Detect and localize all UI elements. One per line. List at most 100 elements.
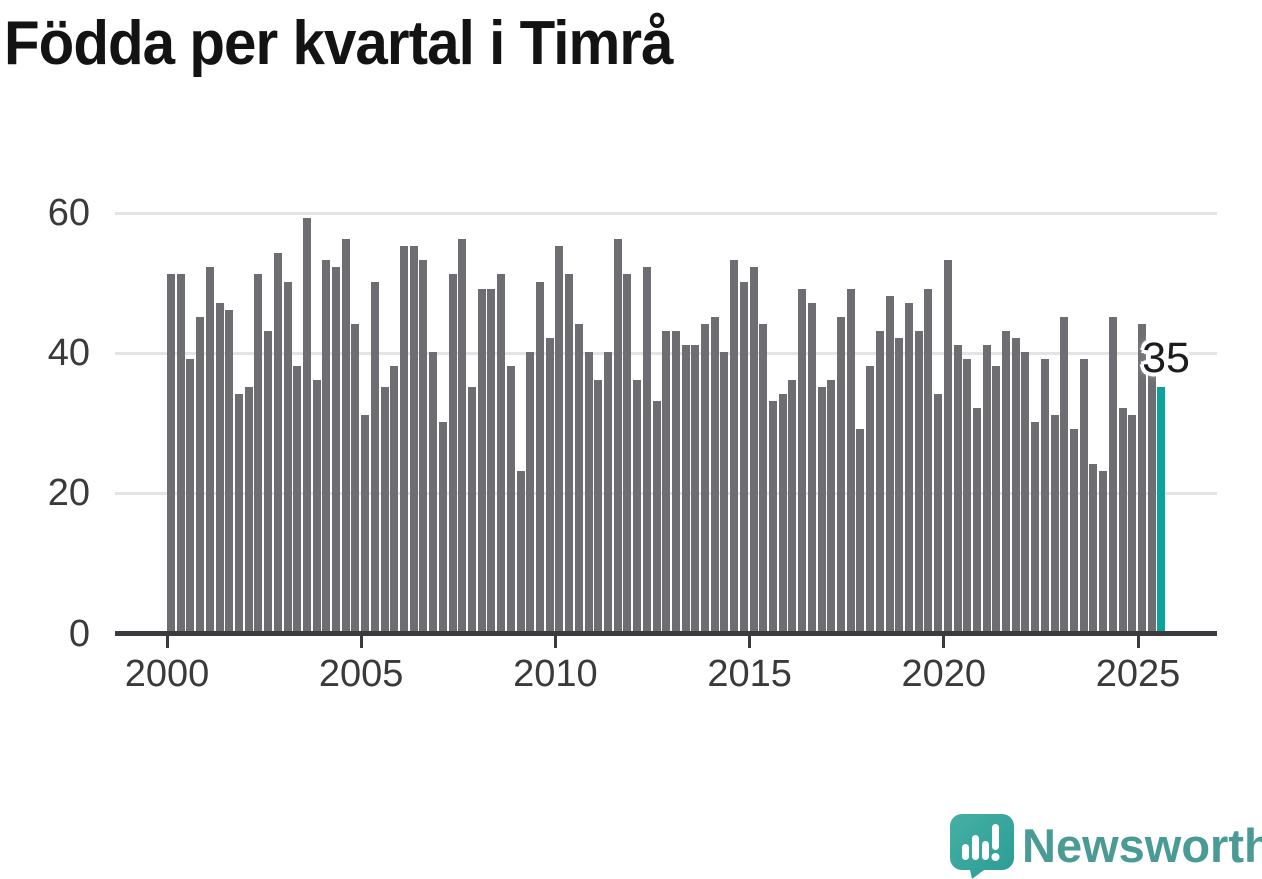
bar-2020Q3	[963, 358, 972, 632]
y-tick-label-20: 20	[47, 472, 90, 514]
bar-2001Q1	[205, 267, 214, 632]
bar-2021Q3	[1002, 330, 1011, 632]
bar-2013Q2	[681, 344, 690, 632]
bar-2009Q1	[516, 470, 525, 632]
x-tick-label-2020: 2020	[901, 653, 987, 695]
x-tick-label-2025: 2025	[1095, 653, 1181, 695]
bar-2023Q3	[1079, 358, 1088, 632]
bar-2007Q4	[468, 386, 476, 632]
bar-2019Q2	[914, 330, 923, 632]
bar-2015Q3	[769, 400, 778, 632]
bar-2018Q3	[885, 295, 894, 632]
bar-2002Q4	[273, 253, 282, 632]
bar-2024Q4	[1128, 414, 1137, 632]
bar-2024Q3	[1118, 407, 1127, 632]
bar-2015Q4	[778, 393, 787, 632]
bar-2016Q2	[798, 288, 807, 632]
x-axis-line	[115, 631, 1217, 636]
plot-area	[115, 213, 1217, 632]
bar-2022Q4	[1050, 414, 1059, 632]
x-tick-2010	[553, 636, 557, 648]
bar-2003Q4	[312, 379, 321, 632]
newsworthy-logo: Newsworthy	[950, 814, 1262, 879]
bar-2018Q2	[875, 330, 884, 632]
bar-2016Q3	[807, 302, 816, 632]
bar-2019Q1	[904, 302, 913, 632]
highlighted-bar-value-label: 35	[1142, 334, 1190, 382]
y-tick-label-60: 60	[47, 192, 90, 234]
bar-2000Q3	[186, 358, 195, 632]
bar-2000Q4	[196, 316, 205, 632]
bar-2002Q1	[244, 386, 253, 632]
bar-2000Q2	[176, 274, 185, 632]
bar-2009Q3	[535, 281, 544, 632]
bar-2006Q3	[419, 260, 428, 632]
bar-2010Q3	[574, 323, 583, 632]
bar-2019Q4	[934, 393, 943, 632]
bar-2007Q1	[438, 421, 447, 632]
bar-2017Q4	[856, 428, 865, 632]
bar-2012Q2	[642, 267, 651, 632]
bar-2006Q2	[409, 246, 418, 632]
bar-2005Q3	[380, 386, 389, 632]
bar-2022Q2	[1031, 421, 1040, 632]
x-tick-label-2005: 2005	[318, 653, 404, 695]
bar-2007Q2	[448, 274, 457, 632]
bar-2015Q1	[749, 267, 758, 632]
bar-2002Q3	[264, 330, 273, 632]
bar-2016Q4	[817, 386, 826, 632]
bar-2000Q1	[167, 274, 175, 632]
x-tick-2020	[942, 636, 946, 648]
bar-2010Q2	[565, 274, 574, 632]
bar-2017Q2	[836, 316, 845, 632]
bar-2010Q4	[584, 351, 593, 632]
bar-2008Q2	[487, 288, 496, 632]
bar-2017Q1	[827, 379, 836, 632]
bar-2004Q4	[351, 323, 360, 632]
y-tick-label-40: 40	[47, 332, 90, 374]
bar-2014Q4	[739, 281, 748, 632]
bar-2018Q1	[866, 365, 875, 632]
bar-2014Q1	[710, 316, 719, 632]
bar-2008Q4	[506, 365, 515, 632]
bar-2004Q3	[341, 239, 350, 632]
bar-2005Q1	[361, 414, 370, 632]
bar-2014Q2	[720, 351, 729, 632]
x-tick-label-2015: 2015	[707, 653, 792, 695]
bar-2006Q4	[429, 351, 438, 632]
bar-2003Q3	[302, 218, 311, 632]
bar-2011Q3	[613, 239, 622, 632]
bar-2008Q3	[497, 274, 506, 632]
bar-2009Q4	[545, 337, 554, 632]
bar-2020Q4	[972, 407, 981, 632]
bar-2011Q4	[623, 274, 632, 632]
bar-2008Q1	[477, 288, 486, 632]
y-tick-label-0: 0	[68, 613, 90, 655]
bar-2011Q1	[594, 379, 603, 632]
bar-2015Q2	[759, 323, 768, 632]
bar-2023Q1	[1060, 316, 1069, 632]
bar-2020Q2	[953, 344, 962, 632]
x-tick-2005	[359, 636, 363, 648]
bar-2009Q2	[526, 351, 535, 632]
bar-2002Q2	[254, 274, 263, 632]
bar-2011Q2	[603, 351, 612, 632]
x-tick-2015	[748, 636, 752, 648]
bar-2004Q2	[332, 267, 341, 632]
bar-2022Q3	[1040, 358, 1049, 632]
bar-2001Q2	[215, 302, 224, 632]
bar-2023Q4	[1089, 463, 1098, 632]
bar-2001Q3	[225, 309, 234, 632]
logo-chart-bars-icon	[962, 824, 1000, 861]
bar-2016Q1	[788, 379, 797, 632]
bar-2025Q1	[1138, 323, 1146, 632]
bar-2005Q2	[370, 281, 379, 632]
bar-2004Q1	[322, 260, 331, 632]
logo-bubble-icon	[950, 814, 1014, 879]
bar-2012Q3	[652, 400, 661, 632]
bar-2013Q4	[701, 323, 710, 632]
bar-2012Q4	[662, 330, 671, 632]
bar-2003Q1	[283, 281, 292, 632]
bar-2021Q1	[982, 344, 991, 632]
